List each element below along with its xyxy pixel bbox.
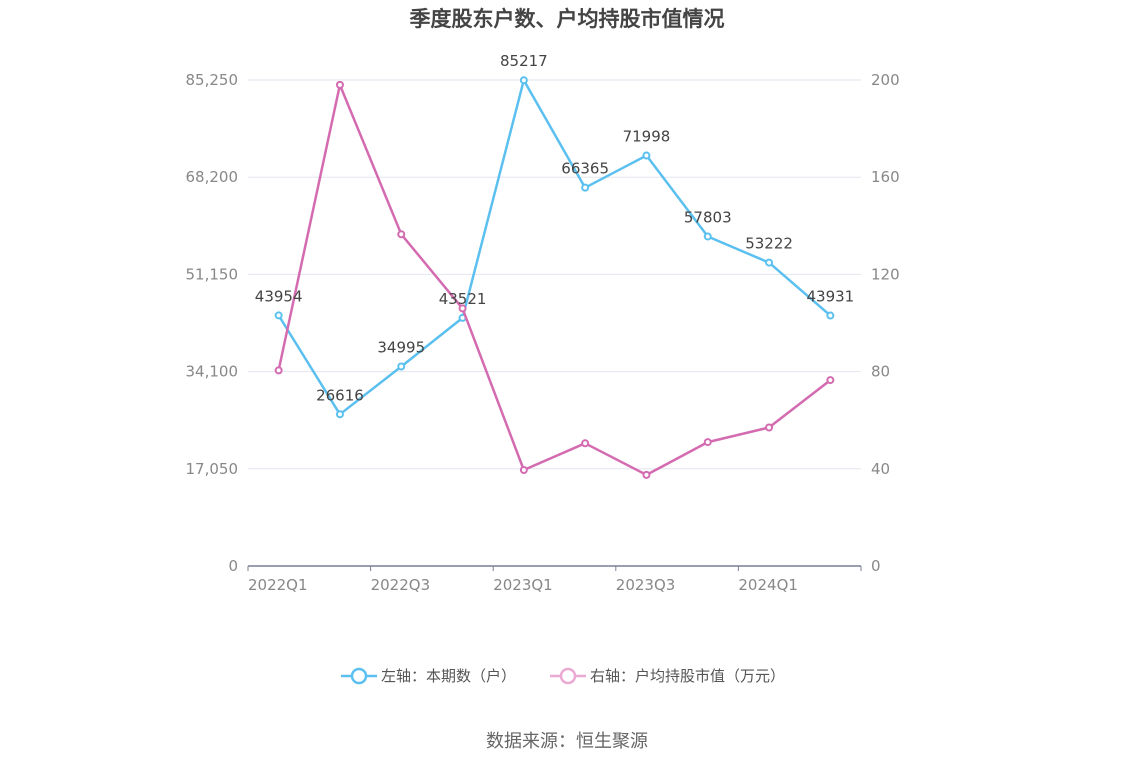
legend-label: 右轴：户均持股市值（万元） xyxy=(590,667,785,685)
data-point-market-value xyxy=(397,230,406,239)
series-line-market-value xyxy=(277,83,832,477)
left-axis-tick-label: 51,150 xyxy=(186,265,239,283)
left-axis-tick-label: 17,050 xyxy=(186,460,239,478)
data-point-market-value xyxy=(274,366,283,375)
x-axis-tick-label: 2022Q3 xyxy=(371,576,431,594)
data-label: 66365 xyxy=(561,160,609,178)
data-point-market-value xyxy=(581,439,590,448)
data-point-holders xyxy=(519,76,528,85)
left-axis-tick-label: 34,100 xyxy=(186,363,239,381)
data-point-holders xyxy=(826,311,835,320)
data-label: 34995 xyxy=(377,338,425,356)
data-label: 53222 xyxy=(745,235,793,253)
legend-item-market-value[interactable]: 右轴：户均持股市值（万元） xyxy=(550,667,785,685)
data-point-holders xyxy=(274,311,283,320)
data-point-holders xyxy=(581,183,590,192)
data-point-market-value xyxy=(642,470,651,479)
axes: 0 0 17,050 40 34,100 80 51,150 120 68,200 160 85,2… xyxy=(186,71,900,594)
data-point-holders xyxy=(397,362,406,371)
right-axis-tick-label: 0 xyxy=(871,557,881,575)
data-label: 57803 xyxy=(684,208,732,226)
left-axis-tick-label: 0 xyxy=(228,557,238,575)
data-point-market-value xyxy=(519,466,528,475)
data-point-holders xyxy=(703,232,712,241)
right-axis-tick-label: 200 xyxy=(871,71,900,89)
data-point-market-value xyxy=(703,438,712,447)
right-axis-tick-label: 120 xyxy=(871,265,900,283)
data-label: 71998 xyxy=(623,128,671,146)
series-line-holders xyxy=(277,78,832,416)
data-point-market-value xyxy=(826,376,835,385)
data-point-holders xyxy=(642,151,651,160)
legend-label: 左轴：本期数（户） xyxy=(381,667,516,685)
x-axis-tick-label: 2023Q1 xyxy=(493,576,553,594)
data-point-holders xyxy=(765,258,774,267)
x-axis-tick-label: 2023Q3 xyxy=(616,576,676,594)
data-point-market-value xyxy=(765,423,774,432)
left-axis-tick-label: 68,200 xyxy=(186,168,239,186)
x-axis-tick-label: 2024Q1 xyxy=(738,576,798,594)
chart-title: 季度股东户数、户均持股市值情况 xyxy=(410,7,725,31)
legend-marker-icon xyxy=(559,667,577,685)
legend[interactable]: 左轴：本期数（户） 右轴：户均持股市值（万元） xyxy=(341,667,785,685)
data-point-market-value xyxy=(335,80,344,89)
series xyxy=(274,76,835,479)
left-axis-tick-label: 85,250 xyxy=(186,71,239,89)
data-point-market-value xyxy=(458,304,467,313)
right-axis-tick-label: 80 xyxy=(871,363,890,381)
data-label: 85217 xyxy=(500,52,548,70)
grid xyxy=(248,79,861,470)
data-label: 43931 xyxy=(806,288,854,306)
data-label: 26616 xyxy=(316,386,364,404)
right-axis-tick-label: 160 xyxy=(871,168,900,186)
data-label: 43954 xyxy=(255,287,303,305)
source-note: 数据来源：恒生聚源 xyxy=(486,731,648,752)
data-labels: 43954 26616 34995 43521 85217 66365 71998 57803… xyxy=(255,52,854,404)
data-label: 43521 xyxy=(439,290,487,308)
x-axis-tick-label: 2022Q1 xyxy=(248,576,308,594)
data-point-holders xyxy=(335,410,344,419)
legend-marker-icon xyxy=(350,667,368,685)
right-axis-tick-label: 40 xyxy=(871,460,890,478)
legend-item-holders[interactable]: 左轴：本期数（户） xyxy=(341,667,516,685)
